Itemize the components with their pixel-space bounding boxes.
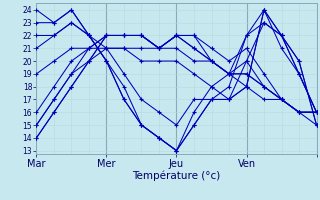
X-axis label: Température (°c): Température (°c): [132, 170, 220, 181]
